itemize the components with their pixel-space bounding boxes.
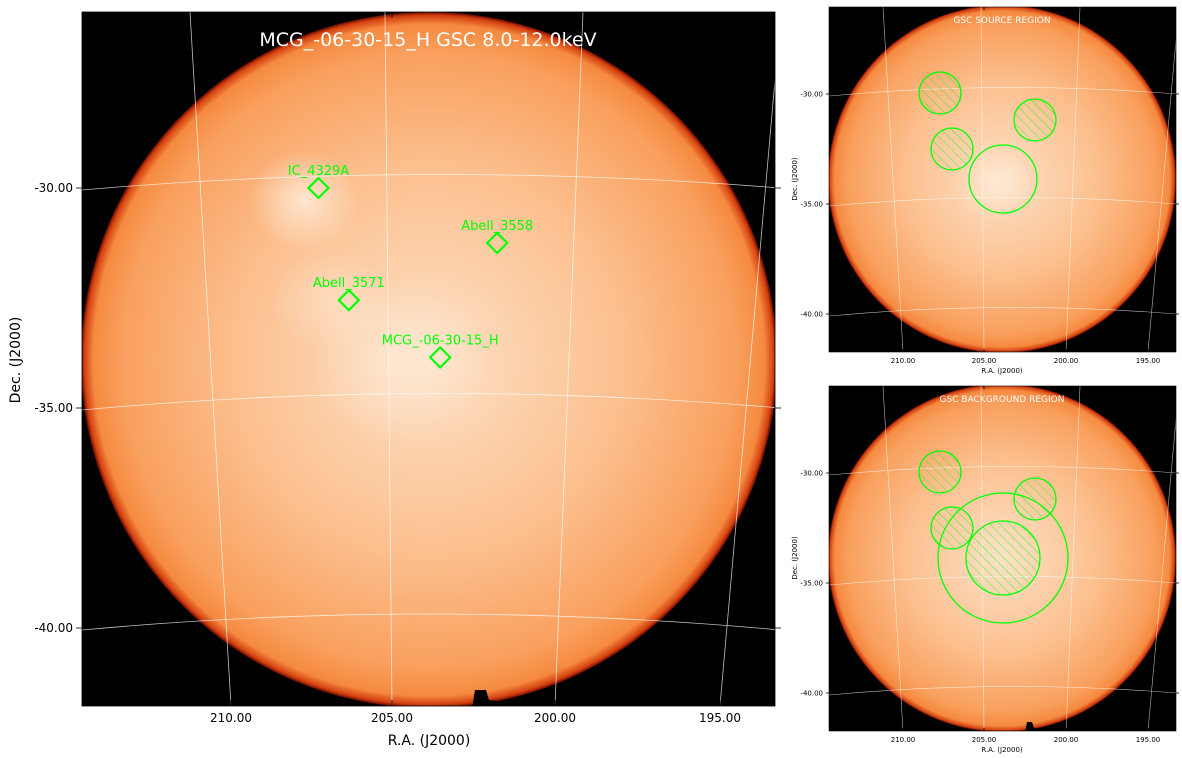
source-y-tick-label-30: -30.00 (800, 90, 823, 98)
background-grid-dec-minus30 (829, 466, 1176, 476)
grid-ra-210 (189, 12, 232, 706)
source-grid (829, 7, 1176, 352)
source-glow (955, 150, 1035, 220)
source-x-tick-label-210: 210.00 (891, 357, 916, 365)
source-y-ticks: -30.00 -35.00 -40.00 (800, 90, 1179, 318)
main-xlabel: R.A. (J2000) (388, 733, 471, 749)
source-grid-dec-minus40 (829, 307, 1176, 317)
source-grid-ra-210 (882, 7, 904, 352)
background-x-tick-label-195: 195.00 (1136, 736, 1161, 744)
source-excluded-abell3558 (1013, 98, 1057, 142)
source-y-tick-label-35: -35.00 (800, 200, 823, 208)
source-excluded-ic4329a (918, 71, 962, 115)
background-xlabel: R.A. (J2000) (981, 746, 1023, 754)
background-y-tick-label-40: -40.00 (800, 689, 823, 697)
grid-ra-200 (554, 12, 584, 706)
main-glow-a3571 (270, 250, 390, 350)
background-y-tick-label-30: -30.00 (800, 469, 823, 477)
grid-ra-195 (719, 79, 775, 706)
background-grid-ra-210 (882, 386, 904, 731)
source-x-tick-label-195: 195.00 (1136, 357, 1161, 365)
background-excluded-abell3571 (930, 506, 974, 550)
main-sources: IC_4329A Abell_3558 Abell_3571 MCG_-06-30-1… (288, 164, 533, 369)
main-y-tick-label-40: -40.00 (34, 621, 73, 635)
source-x-tick-label-200: 200.00 (1054, 357, 1079, 365)
background-excluded-mcg (965, 520, 1041, 596)
source-region-circle (968, 144, 1038, 214)
source-grid-dec-minus35 (829, 197, 1176, 207)
grid-ra-205 (384, 12, 393, 706)
source-label-abell-3558: Abell_3558 (461, 219, 533, 234)
source-x-tick-label-205: 205.00 (972, 357, 997, 365)
source-label-mcg-06-30-15-h: MCG_-06-30-15_H (382, 333, 499, 348)
main-bottom-notch (472, 690, 505, 706)
background-grid-dec-minus40 (829, 686, 1176, 696)
source-excluded-abell3571 (930, 127, 974, 171)
main-glow-ic4329a (249, 150, 359, 250)
main-title: MCG_-06-30-15_H GSC 8.0-12.0keV (259, 29, 596, 51)
background-grid-ra-195 (1147, 418, 1176, 731)
main-y-ticks: -30.00 -35.00 -40.00 (34, 181, 781, 635)
grid-dec-minus35 (82, 393, 775, 411)
source-x-ticks: 210.00 205.00 200.00 195.00 (891, 7, 1161, 365)
source-region-panel: GSC SOURCE REGION R.A. (J2000) Dec. (J20… (791, 6, 1179, 375)
background-excluded-ic4329a (918, 450, 962, 494)
background-frame (828, 385, 1177, 732)
grid-dec-minus40 (82, 613, 775, 631)
main-frame (81, 11, 776, 707)
background-title: GSC BACKGROUND REGION (940, 395, 1065, 405)
background-grid-ra-200 (1065, 386, 1081, 731)
source-marker-ic-4329a (306, 176, 331, 200)
background-y-ticks: -30.00 -35.00 -40.00 (800, 469, 1179, 697)
background-y-tick-label-35: -35.00 (800, 579, 823, 587)
background-ylabel: Dec. (J2000) (791, 536, 799, 580)
source-xlabel: R.A. (J2000) (981, 367, 1023, 375)
background-x-tick-label-210: 210.00 (891, 736, 916, 744)
main-x-ticks: 210.00 205.00 200.00 195.00 (210, 12, 741, 725)
source-frame (828, 6, 1177, 353)
background-bottom-notch (1025, 722, 1040, 731)
source-grid-dec-minus30 (829, 87, 1176, 97)
source-label-abell-3571: Abell_3571 (313, 276, 385, 291)
source-ylabel: Dec. (J2000) (791, 157, 799, 201)
source-marker-mcg-06-30-15-h (428, 345, 452, 369)
background-x-tick-label-205: 205.00 (972, 736, 997, 744)
background-x-tick-label-200: 200.00 (1054, 736, 1079, 744)
main-ylabel: Dec. (J2000) (8, 317, 24, 404)
source-grid-ra-200 (1065, 7, 1081, 352)
background-excluded-abell3558 (1013, 477, 1057, 521)
source-title: GSC SOURCE REGION (953, 16, 1050, 26)
main-x-tick-label-205: 205.00 (371, 711, 413, 725)
source-y-tick-label-40: -40.00 (800, 310, 823, 318)
main-panel: MCG_-06-30-15_H GSC 8.0-12.0keV R.A. (J2… (8, 11, 781, 749)
main-y-tick-label-35: -35.00 (34, 401, 73, 415)
background-region-panel: GSC BACKGROUND REGION R.A. (J2000) Dec. … (791, 385, 1179, 754)
grid-dec-minus30 (82, 174, 775, 191)
source-grid-ra-205 (980, 7, 985, 352)
main-x-tick-label-200: 200.00 (534, 711, 576, 725)
source-grid-ra-195 (1147, 39, 1176, 352)
source-label-ic-4329a: IC_4329A (288, 164, 349, 179)
main-y-tick-label-30: -30.00 (34, 181, 73, 195)
source-marker-abell-3571 (337, 288, 361, 312)
source-marker-abell-3558 (485, 231, 509, 255)
main-x-tick-label-210: 210.00 (210, 711, 252, 725)
main-x-tick-label-195: 195.00 (699, 711, 741, 725)
background-x-ticks: 210.00 205.00 200.00 195.00 (891, 386, 1161, 744)
background-annulus-outer (937, 492, 1069, 624)
main-grid (82, 12, 775, 706)
